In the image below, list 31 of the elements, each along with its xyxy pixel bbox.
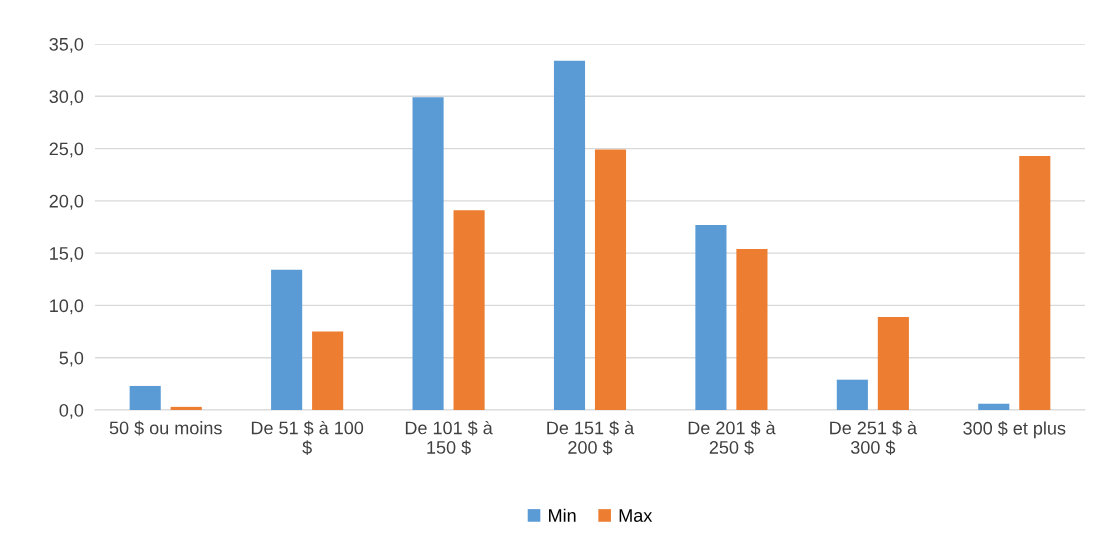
x-tick-label: De 251 $ à 300 $ [830, 420, 918, 455]
bar [877, 316, 909, 410]
x-tick-label: 300 $ et plus [963, 421, 1066, 439]
bar [129, 385, 161, 410]
bar [695, 224, 727, 410]
x-tick-label: De 101 $ à 150 $ [405, 420, 493, 455]
y-tick-label: 10,0 [50, 299, 84, 315]
y-tick-label: 15,0 [50, 247, 84, 262]
bar [553, 60, 586, 410]
bar [312, 331, 344, 410]
legend-label: Min [549, 508, 576, 522]
x-tick-label: De 201 $ à 250 $ [688, 420, 776, 455]
y-tick-label: 35,0 [49, 37, 84, 53]
y-tick-label: 30,0 [49, 90, 84, 106]
bar [271, 269, 303, 410]
y-tick-label: 20,0 [49, 194, 84, 210]
bar [978, 403, 1010, 410]
bar [453, 210, 485, 410]
x-tick-label: De 151 $ à 200 $ [547, 420, 635, 455]
bar [1019, 155, 1051, 410]
y-tick-label: 0,0 [59, 403, 84, 419]
x-tick-label: 50 $ ou moins [109, 420, 222, 436]
bar [836, 379, 868, 410]
x-tick-label: De 51 $ à 100 $ [251, 420, 364, 455]
y-tick-label: 25,0 [49, 142, 84, 158]
bar [594, 149, 627, 410]
legend-label: Max [619, 509, 653, 522]
y-tick-label: 5,0 [59, 351, 84, 367]
bar [412, 97, 444, 410]
bar [170, 406, 202, 410]
bar [736, 248, 768, 410]
